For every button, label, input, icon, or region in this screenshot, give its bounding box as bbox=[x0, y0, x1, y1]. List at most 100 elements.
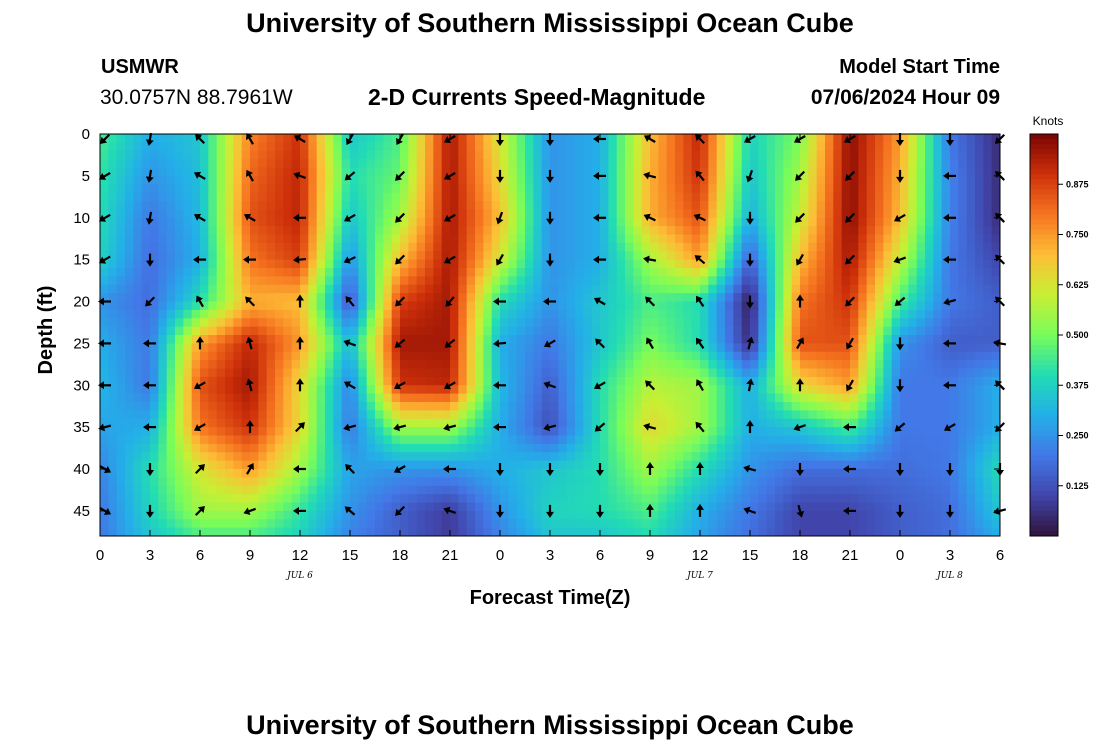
heatmap-cell bbox=[891, 159, 901, 168]
heatmap-cell bbox=[216, 309, 226, 319]
heatmap-cell bbox=[325, 477, 334, 487]
heatmap-cell bbox=[183, 326, 193, 336]
heatmap-cell bbox=[516, 284, 526, 294]
heatmap-cell bbox=[833, 217, 843, 227]
heatmap-cell bbox=[500, 460, 509, 470]
heatmap-cell bbox=[341, 485, 351, 495]
heatmap-cell bbox=[533, 167, 543, 177]
heatmap-cell bbox=[791, 360, 801, 369]
heatmap-cell bbox=[425, 159, 434, 168]
heatmap-cell bbox=[525, 201, 534, 210]
heatmap-cell bbox=[908, 351, 918, 361]
heatmap-cell bbox=[241, 368, 251, 378]
heatmap-cell bbox=[175, 502, 184, 512]
heatmap-cell bbox=[825, 385, 834, 395]
heatmap-cell bbox=[891, 460, 901, 470]
heatmap-cell bbox=[491, 184, 501, 194]
heatmap-cell bbox=[433, 368, 443, 378]
heatmap-cell bbox=[391, 159, 401, 168]
heatmap-cell bbox=[775, 469, 784, 478]
heatmap-cell bbox=[233, 326, 243, 336]
heatmap-cell bbox=[508, 435, 518, 445]
heatmap-cell bbox=[550, 293, 559, 302]
heatmap-cell bbox=[116, 427, 126, 436]
heatmap-cell bbox=[358, 376, 368, 386]
heatmap-cell bbox=[541, 351, 551, 361]
heatmap-cell bbox=[516, 443, 526, 453]
heatmap-cell bbox=[366, 142, 376, 152]
heatmap-cell bbox=[283, 435, 293, 445]
heatmap-cell bbox=[691, 435, 701, 445]
heatmap-cell bbox=[150, 469, 159, 478]
heatmap-cell bbox=[183, 226, 193, 235]
heatmap-cell bbox=[866, 343, 876, 353]
heatmap-cell bbox=[675, 134, 684, 143]
heatmap-cell bbox=[600, 276, 609, 286]
heatmap-cell bbox=[458, 242, 468, 252]
heatmap-cell bbox=[275, 460, 284, 470]
heatmap-cell bbox=[808, 167, 818, 177]
heatmap-cell bbox=[283, 251, 293, 261]
heatmap-cell bbox=[650, 268, 659, 277]
heatmap-cell bbox=[808, 251, 818, 261]
heatmap-cell bbox=[875, 402, 884, 411]
heatmap-cell bbox=[733, 485, 743, 495]
heatmap-cell bbox=[325, 175, 334, 185]
heatmap-cell bbox=[741, 510, 751, 520]
heatmap-cell bbox=[941, 217, 951, 227]
heatmap-cell bbox=[358, 251, 368, 261]
heatmap-cell bbox=[350, 293, 359, 302]
heatmap-cell bbox=[600, 376, 609, 386]
heatmap-cell bbox=[841, 335, 851, 344]
heatmap-cell bbox=[258, 175, 268, 185]
heatmap-cell bbox=[150, 477, 159, 487]
heatmap-cell bbox=[250, 485, 259, 495]
heatmap-cell bbox=[758, 293, 768, 302]
heatmap-cell bbox=[508, 485, 518, 495]
heatmap-cell bbox=[666, 469, 676, 478]
heatmap-cell bbox=[241, 376, 251, 386]
heatmap-cell bbox=[266, 209, 276, 219]
heatmap-cell bbox=[400, 276, 409, 286]
heatmap-cell bbox=[675, 226, 684, 235]
heatmap-cell bbox=[316, 368, 326, 378]
heatmap-cell bbox=[691, 234, 701, 244]
heatmap-cell bbox=[433, 301, 443, 311]
heatmap-cell bbox=[183, 427, 193, 436]
heatmap-cell bbox=[266, 368, 276, 378]
heatmap-cell bbox=[625, 209, 634, 219]
heatmap-cell bbox=[441, 217, 451, 227]
heatmap-cell bbox=[466, 259, 476, 269]
heatmap-cell bbox=[291, 351, 301, 361]
heatmap-cell bbox=[833, 376, 843, 386]
heatmap-cell bbox=[658, 469, 668, 478]
heatmap-cell bbox=[908, 402, 918, 411]
heatmap-cell bbox=[250, 502, 259, 512]
heatmap-cell bbox=[341, 268, 351, 277]
heatmap-cell bbox=[900, 184, 909, 194]
heatmap-cell bbox=[733, 217, 743, 227]
heatmap-cell bbox=[441, 209, 451, 219]
heatmap-cell bbox=[541, 393, 551, 403]
heatmap-cell bbox=[908, 184, 918, 194]
heatmap-cell bbox=[791, 201, 801, 210]
heatmap-cell bbox=[833, 502, 843, 512]
heatmap-cell bbox=[325, 159, 334, 168]
heatmap-cell bbox=[966, 427, 976, 436]
heatmap-cell bbox=[133, 418, 143, 428]
heatmap-cell bbox=[741, 393, 751, 403]
heatmap-cell bbox=[183, 494, 193, 503]
heatmap-cell bbox=[200, 410, 209, 420]
heatmap-cell bbox=[316, 284, 326, 294]
heatmap-cell bbox=[975, 234, 984, 244]
heatmap-cell bbox=[958, 175, 968, 185]
heatmap-cell bbox=[225, 142, 234, 152]
heatmap-cell bbox=[283, 226, 293, 235]
heatmap-cell bbox=[833, 192, 843, 202]
heatmap-cell bbox=[966, 343, 976, 353]
heatmap-cell bbox=[950, 485, 959, 495]
heatmap-cell bbox=[750, 234, 759, 244]
heatmap-cell bbox=[550, 510, 559, 520]
heatmap-cell bbox=[716, 134, 726, 143]
heatmap-cell bbox=[800, 268, 809, 277]
